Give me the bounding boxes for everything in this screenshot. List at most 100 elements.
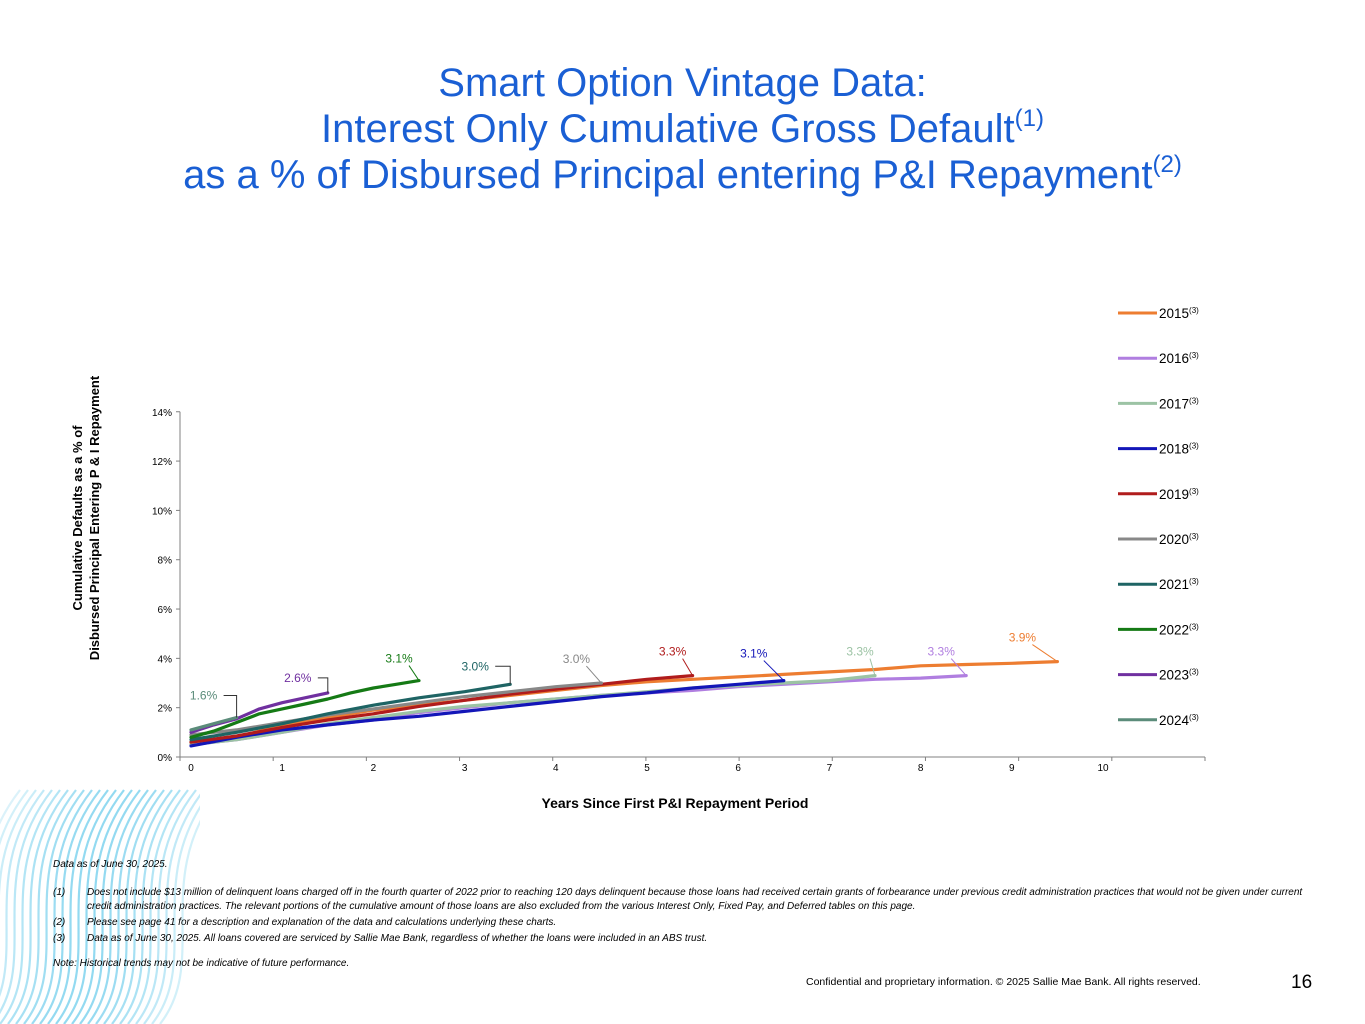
data-as-of-note: Data as of June 30, 2025. <box>53 859 168 870</box>
y-tick-label: 4% <box>158 654 173 665</box>
x-tick-label: 5 <box>644 763 650 774</box>
series-line-2015 <box>189 660 1059 744</box>
label-leader-2020 <box>586 665 602 684</box>
end-label-2024: 1.6% <box>190 689 218 703</box>
legend-label-2023: 2023(3) <box>1159 668 1199 683</box>
title-line-3: as a % of Disbursed Principal entering P… <box>0 152 1365 198</box>
legend-label-2019: 2019(3) <box>1159 487 1199 502</box>
chart-series-layer <box>189 660 1059 748</box>
x-tick-label: 3 <box>462 763 468 774</box>
title-line-3-text: as a % of Disbursed Principal entering P… <box>183 153 1153 197</box>
wave-stroke <box>0 789 29 846</box>
x-tick-label: 0 <box>188 763 194 774</box>
end-label-2020: 3.0% <box>563 652 591 666</box>
y-tick-label: 8% <box>158 556 173 567</box>
x-tick-label: 10 <box>1097 763 1109 774</box>
legend-label-2017: 2017(3) <box>1159 396 1199 411</box>
legend-label-2022: 2022(3) <box>1159 622 1199 637</box>
end-label-2023: 2.6% <box>284 671 312 685</box>
wave-stroke <box>127 789 189 1024</box>
footnote-3: (3) Data as of June 30, 2025. All loans … <box>53 932 1315 946</box>
end-label-2018: 3.1% <box>740 647 768 661</box>
wave-stroke <box>31 789 93 1024</box>
end-label-2016: 3.3% <box>928 645 956 659</box>
wave-stroke <box>71 789 133 1024</box>
confidential-notice: Confidential and proprietary information… <box>806 976 1201 988</box>
label-leader-2023 <box>317 677 329 693</box>
x-tick-label: 2 <box>371 763 377 774</box>
wave-stroke <box>15 789 77 1024</box>
x-tick-label: 7 <box>827 763 833 774</box>
series-line-2024 <box>189 715 239 732</box>
y-axis-label-line-1: Cumulative Defaults as a % of <box>70 425 85 611</box>
legend-label-2020: 2020(3) <box>1159 532 1199 547</box>
footnote-1: (1) Does not include $13 million of deli… <box>53 886 1315 914</box>
legend-label-2018: 2018(3) <box>1159 442 1199 457</box>
x-tick-label: 4 <box>553 763 559 774</box>
page-title: Smart Option Vintage Data: Interest Only… <box>0 60 1365 198</box>
series-line-2020 <box>189 681 603 737</box>
legend-label-2015: 2015(3) <box>1159 306 1199 321</box>
label-leader-2018 <box>763 660 785 681</box>
legend-label-2021: 2021(3) <box>1159 577 1199 592</box>
wave-stroke <box>119 789 181 1024</box>
wave-stroke <box>111 789 173 1024</box>
footnote-2: (2) Please see page 41 for a description… <box>53 916 1315 930</box>
wave-stroke <box>103 789 165 1024</box>
title-line-3-sup: (2) <box>1152 151 1182 178</box>
y-tick-label: 10% <box>152 506 172 517</box>
footnote-1-text: Does not include $13 million of delinque… <box>87 887 1303 912</box>
wave-stroke <box>0 789 61 1024</box>
y-tick-label: 0% <box>158 753 173 764</box>
wave-stroke <box>0 789 53 1015</box>
wave-stroke <box>143 793 200 1024</box>
label-leader-2019 <box>682 658 694 676</box>
decorative-wave-graphic <box>0 789 200 1024</box>
wave-stroke <box>79 789 141 1024</box>
label-leader-2015 <box>1032 644 1058 662</box>
y-tick-label: 6% <box>158 605 173 616</box>
wave-stroke <box>95 789 157 1024</box>
y-tick-label: 2% <box>158 704 173 715</box>
footnote-1-number: (1) <box>53 887 66 898</box>
chart-end-labels: 3.9% 3.3% 3.3% 3.1% 3.3% 3.0% 3.0% 3.1% 2.6% 1.6% <box>190 631 1058 718</box>
wave-stroke <box>135 789 197 1024</box>
chart-legend: 2015(3) 2016(3) 2017(3) 2018(3) 2019(3) 2020(… <box>1118 306 1199 728</box>
wave-stroke <box>39 789 101 1024</box>
y-tick-label: 14% <box>152 408 172 419</box>
y-axis-label-line-2: Disbursed Principal Entering P & I Repay… <box>87 375 102 660</box>
label-leader-2017 <box>869 658 876 676</box>
label-leader-2024 <box>223 695 238 718</box>
page-number: 16 <box>1291 972 1313 993</box>
x-axis-label: Years Since First P&I Repayment Period <box>542 795 809 811</box>
label-leader-2021 <box>495 665 511 685</box>
wave-stroke <box>63 789 125 1024</box>
x-tick-label: 8 <box>918 763 924 774</box>
footnote-3-text: Data as of June 30, 2025. All loans cove… <box>87 933 708 944</box>
title-line-2-sup: (1) <box>1014 105 1044 132</box>
wave-stroke <box>0 789 37 898</box>
wave-stroke <box>7 789 69 1024</box>
chart-axes: 0% 2% 4% 6% 8% 10% 12% 14% 0 1 2 3 4 5 6 7 8 9 10 <box>152 408 1206 774</box>
end-label-2022: 3.1% <box>385 652 413 666</box>
wave-stroke <box>47 789 109 1024</box>
footnotes: Data as of June 30, 2025. (1) Does not i… <box>53 858 1315 971</box>
label-leader-2016 <box>950 658 967 676</box>
wave-stroke <box>151 805 200 1024</box>
wave-stroke <box>87 789 149 1024</box>
footnote-3-number: (3) <box>53 933 66 944</box>
series-line-2019 <box>189 674 695 744</box>
x-tick-label: 9 <box>1009 763 1015 774</box>
label-leader-2022 <box>408 665 420 681</box>
wave-stroke <box>0 789 45 997</box>
end-label-2021: 3.0% <box>462 659 490 673</box>
legend-label-2016: 2016(3) <box>1159 351 1199 366</box>
wave-stroke <box>159 819 200 1024</box>
wave-stroke <box>23 789 85 1024</box>
title-line-1: Smart Option Vintage Data: <box>438 61 927 105</box>
x-tick-label: 6 <box>735 763 741 774</box>
vintage-default-chart: 0% 2% 4% 6% 8% 10% 12% 14% 0 1 2 3 4 5 6 7 8 9 10 3.9% 3.3%… <box>70 306 1206 811</box>
series-line-2018 <box>189 679 786 748</box>
end-label-2019: 3.3% <box>659 645 687 659</box>
historical-trends-note: Note: Historical trends may not be indic… <box>53 958 350 969</box>
